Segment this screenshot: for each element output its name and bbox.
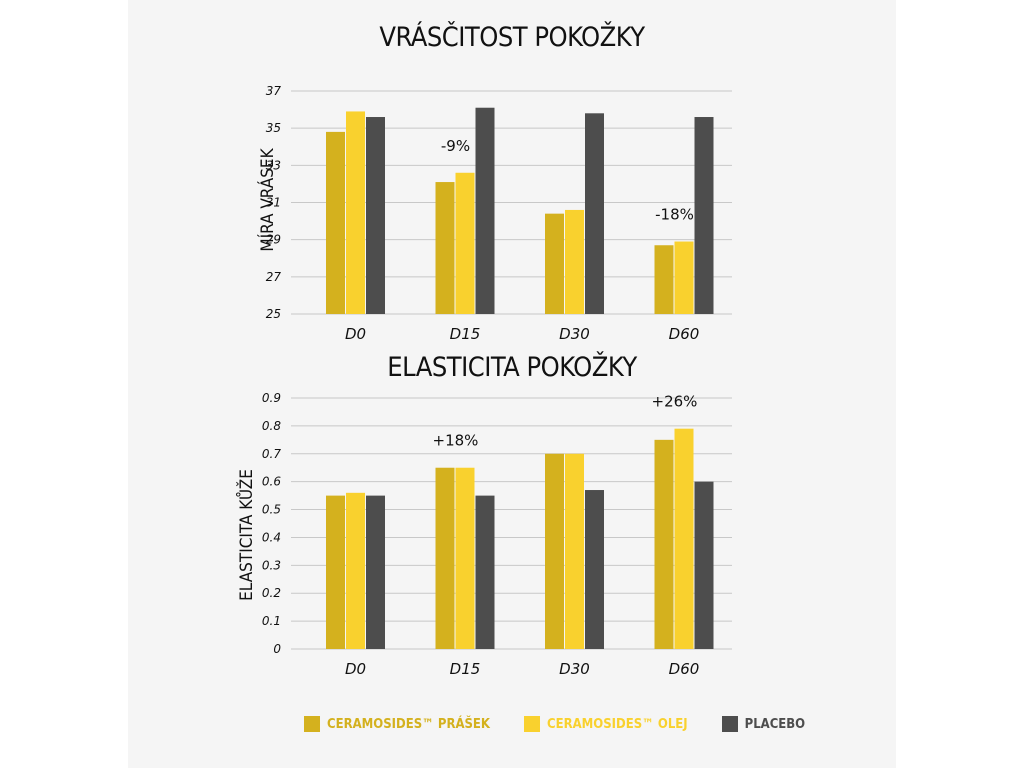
chart1-ytick-label: 29 bbox=[266, 233, 281, 247]
chart1-bar-D30-0 bbox=[545, 213, 564, 314]
legend-item-placebo: PLACEBO bbox=[721, 716, 806, 732]
chart1-bar-D0-1 bbox=[346, 111, 365, 314]
chart1-ytick-label: 25 bbox=[266, 307, 281, 321]
chart2-ytick-label: 0.1 bbox=[262, 614, 281, 628]
chart1-bar-D15-1 bbox=[455, 172, 475, 314]
chart2-annotation: +26% bbox=[652, 393, 698, 411]
chart1-xtick-label: D60 bbox=[669, 325, 700, 343]
chart2-svg: 0 0.1 0.2 0.3 0.4 0.5 0.6 0.7 0.8 0.9 D0 D15 D30 D60 +… bbox=[262, 391, 732, 678]
legend-item-olej: CERAMOSIDES™ OLEJ bbox=[524, 716, 688, 732]
chart1-svg: 25 27 29 31 33 35 37 D0 D15 D30 D60 -9% -18% bbox=[266, 84, 732, 343]
chart1-bar-D30-1 bbox=[565, 209, 584, 314]
chart2-xtick-label: D0 bbox=[345, 660, 366, 678]
chart2-ytick-label: 0.4 bbox=[262, 530, 281, 544]
chart1-title: VRÁSČITOST POKOŽKY bbox=[379, 22, 645, 53]
chart1-bar-D60-2 bbox=[694, 117, 714, 315]
chart1-xtick-label: D15 bbox=[450, 325, 481, 343]
legend-swatch-prasek bbox=[304, 716, 320, 732]
chart1-bar-D0-0 bbox=[326, 131, 345, 314]
chart1-ytick-label: 35 bbox=[266, 121, 281, 135]
chart2-ytick-label: 0.7 bbox=[262, 447, 281, 461]
chart2-ytick-label: 0.9 bbox=[262, 391, 281, 405]
chart2-bar-D60-1 bbox=[674, 428, 694, 649]
legend-label-placebo: PLACEBO bbox=[744, 716, 806, 732]
chart1-ytick-label: 37 bbox=[266, 84, 282, 98]
chart2-xtick-label: D60 bbox=[669, 660, 700, 678]
legend-label-olej: CERAMOSIDES™ OLEJ bbox=[547, 716, 688, 732]
chart2-ytick-label: 0.8 bbox=[262, 419, 281, 433]
chart2-ytick-label: 0 bbox=[273, 642, 281, 656]
chart2-xtick-label: D15 bbox=[450, 660, 481, 678]
chart2-bar-D30-2 bbox=[585, 490, 604, 649]
legend: CERAMOSIDES™ PRÁŠEK CERAMOSIDES™ OLEJ PL… bbox=[304, 712, 805, 736]
chart2-bar-D60-0 bbox=[654, 439, 674, 649]
chart2-ytick-label: 0.6 bbox=[262, 475, 281, 489]
chart2-bar-D30-0 bbox=[545, 453, 564, 649]
chart2-bar-D15-2 bbox=[475, 495, 495, 649]
chart2-bar-D30-1 bbox=[565, 453, 584, 649]
figure-panel: VRÁSČITOST POKOŽKY MÍRA VRÁSEK ELASTICIT… bbox=[128, 0, 896, 768]
chart2-annotation: +18% bbox=[433, 432, 479, 450]
chart1-ytick-label: 33 bbox=[266, 158, 281, 172]
chart1-bar-D15-2 bbox=[475, 107, 495, 314]
legend-swatch-olej bbox=[524, 716, 540, 732]
legend-swatch-placebo bbox=[721, 716, 738, 732]
legend-label-prasek: CERAMOSIDES™ PRÁŠEK bbox=[327, 716, 490, 732]
chart2-bar-D0-0 bbox=[326, 495, 345, 649]
chart2-bar-D0-1 bbox=[346, 492, 365, 649]
chart1-bar-D30-2 bbox=[585, 113, 604, 314]
chart1-bar-D15-0 bbox=[435, 182, 455, 314]
chart1-xtick-label: D30 bbox=[559, 325, 590, 343]
chart2-ytick-label: 0.5 bbox=[262, 503, 281, 517]
chart1-bar-D60-0 bbox=[654, 245, 674, 314]
chart2-bar-D15-1 bbox=[455, 467, 475, 649]
chart2-ytick-label: 0.3 bbox=[262, 558, 281, 572]
chart1-ytick-label: 31 bbox=[266, 196, 281, 210]
chart2-title: ELASTICITA POKOŽKY bbox=[387, 352, 637, 383]
legend-item-prasek: CERAMOSIDES™ PRÁŠEK bbox=[304, 716, 490, 732]
chart1-annotation: -18% bbox=[655, 206, 694, 224]
chart1-bar-D60-1 bbox=[674, 241, 694, 314]
chart2-bar-D60-2 bbox=[694, 481, 714, 649]
chart1-xtick-label: D0 bbox=[345, 325, 366, 343]
chart1-ytick-label: 27 bbox=[266, 270, 282, 284]
chart1-annotation: -9% bbox=[441, 137, 470, 155]
chart1-bar-D0-2 bbox=[366, 117, 385, 315]
chart2-bar-D0-2 bbox=[366, 495, 385, 649]
chart2-ytick-label: 0.2 bbox=[262, 586, 281, 600]
chart2-bar-D15-0 bbox=[435, 467, 455, 649]
chart2-xtick-label: D30 bbox=[559, 660, 590, 678]
